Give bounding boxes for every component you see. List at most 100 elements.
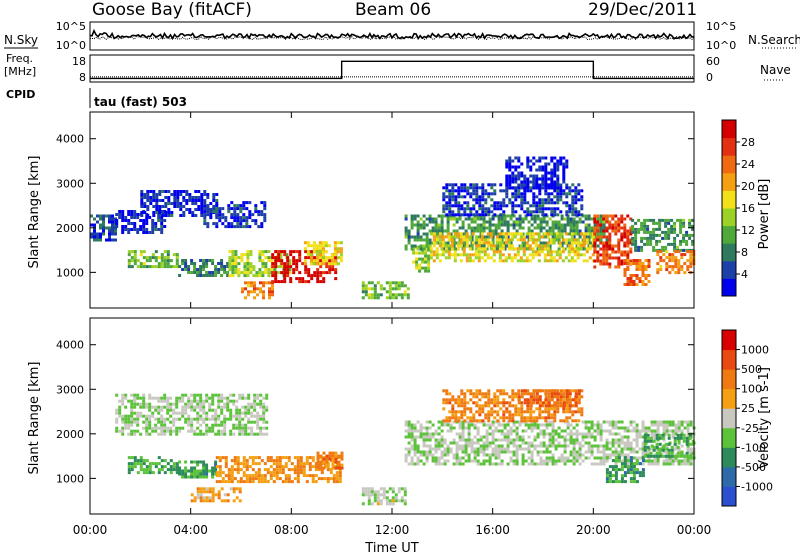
heatmap-cell	[301, 280, 305, 284]
heatmap-cell	[548, 247, 552, 251]
heatmap-cell	[502, 389, 506, 393]
heatmap-cell	[262, 396, 266, 400]
heatmap-cell	[446, 217, 450, 221]
heatmap-cell	[460, 207, 464, 211]
heatmap-cell	[677, 429, 681, 433]
heatmap-cell	[576, 241, 580, 245]
heatmap-cell	[567, 250, 571, 254]
heatmap-cell	[617, 438, 621, 442]
heatmap-cell	[333, 253, 337, 257]
heatmap-cell	[512, 423, 516, 427]
heatmap-cell	[203, 222, 207, 226]
heatmap-cell	[608, 232, 612, 236]
heatmap-cell	[413, 441, 417, 445]
heatmap-cell	[220, 393, 224, 397]
heatmap-cell	[602, 241, 606, 245]
heatmap-cell	[182, 196, 186, 199]
heatmap-cell	[523, 189, 527, 193]
heatmap-cell	[238, 426, 242, 430]
heatmap-cell	[276, 265, 280, 269]
heatmap-cell	[476, 438, 480, 442]
heatmap-cell	[629, 444, 633, 448]
heatmap-cell	[674, 444, 678, 448]
heatmap-cell	[190, 429, 194, 433]
heatmap-cell	[309, 253, 313, 257]
heatmap-cell	[99, 217, 102, 221]
heatmap-cell	[446, 459, 450, 463]
heatmap-cell	[232, 499, 236, 503]
heatmap-cell	[463, 404, 467, 408]
heatmap-cell	[111, 223, 114, 227]
heatmap-cell	[497, 444, 501, 448]
heatmap-cell	[307, 271, 311, 275]
heatmap-cell	[142, 219, 146, 222]
heatmap-cell	[176, 205, 180, 208]
heatmap-cell	[461, 241, 465, 245]
heatmap-cell	[215, 456, 219, 460]
heatmap-cell	[235, 423, 239, 427]
heatmap-cell	[472, 189, 476, 193]
heatmap-cell	[590, 426, 594, 430]
heatmap-cell	[434, 438, 438, 442]
heatmap-cell	[578, 235, 582, 239]
heatmap-cell	[641, 420, 645, 424]
heatmap-cell	[518, 223, 522, 227]
heatmap-cell	[535, 407, 539, 411]
heatmap-cell	[298, 256, 302, 260]
heatmap-cell	[446, 453, 450, 457]
heatmap-cell	[316, 457, 320, 461]
heatmap-cell	[483, 247, 487, 251]
heatmap-cell	[475, 195, 479, 199]
heatmap-cell	[528, 238, 532, 242]
heatmap-cell	[480, 250, 484, 254]
heatmap-cell	[432, 244, 436, 248]
heatmap-cell	[308, 474, 312, 478]
nsearch-label: N.Search	[748, 33, 800, 47]
heatmap-cell	[238, 499, 242, 503]
heatmap-cell	[629, 226, 633, 230]
heatmap-cell	[196, 271, 200, 274]
heatmap-cell	[385, 281, 389, 285]
heatmap-cell	[505, 186, 509, 190]
heatmap-cell	[296, 465, 300, 469]
heatmap-cell	[250, 414, 254, 418]
heatmap-cell	[142, 265, 146, 269]
heatmap-cell	[403, 499, 407, 503]
heatmap-cell	[591, 235, 595, 239]
noise-right-tick-high: 10^5	[706, 20, 736, 33]
heatmap-cell	[435, 256, 439, 260]
heatmap-cell	[428, 214, 432, 218]
heatmap-cell	[519, 256, 523, 260]
heatmap-cell	[140, 199, 144, 202]
heatmap-cell	[517, 413, 521, 417]
heatmap-cell	[452, 244, 456, 248]
heatmap-cell	[547, 413, 551, 417]
heatmap-cell	[503, 423, 507, 427]
heatmap-cell	[670, 230, 674, 234]
heatmap-cell	[460, 389, 464, 393]
heatmap-cell	[260, 201, 264, 205]
heatmap-cell	[576, 253, 580, 257]
heatmap-cell	[650, 462, 654, 466]
heatmap-cell	[565, 204, 569, 208]
heatmap-cell	[290, 468, 294, 472]
heatmap-cell	[449, 426, 453, 430]
heatmap-cell	[491, 217, 495, 221]
heatmap-cell	[440, 217, 444, 221]
heatmap-cell	[487, 413, 491, 417]
heatmap-cell	[462, 250, 466, 254]
heatmap-cell	[145, 468, 149, 472]
heatmap-cell	[148, 402, 152, 406]
heatmap-cell	[223, 265, 227, 268]
heatmap-cell	[528, 235, 532, 239]
heatmap-cell	[237, 256, 241, 260]
heatmap-cell	[569, 435, 573, 439]
heatmap-cell	[154, 405, 158, 409]
heatmap-cell	[596, 214, 600, 218]
heatmap-cell	[518, 220, 522, 224]
heatmap-cell	[160, 414, 164, 418]
heatmap-cell	[635, 283, 639, 286]
heatmap-cell	[239, 210, 243, 214]
heatmap-cell	[241, 393, 245, 397]
heatmap-cell	[108, 214, 111, 218]
